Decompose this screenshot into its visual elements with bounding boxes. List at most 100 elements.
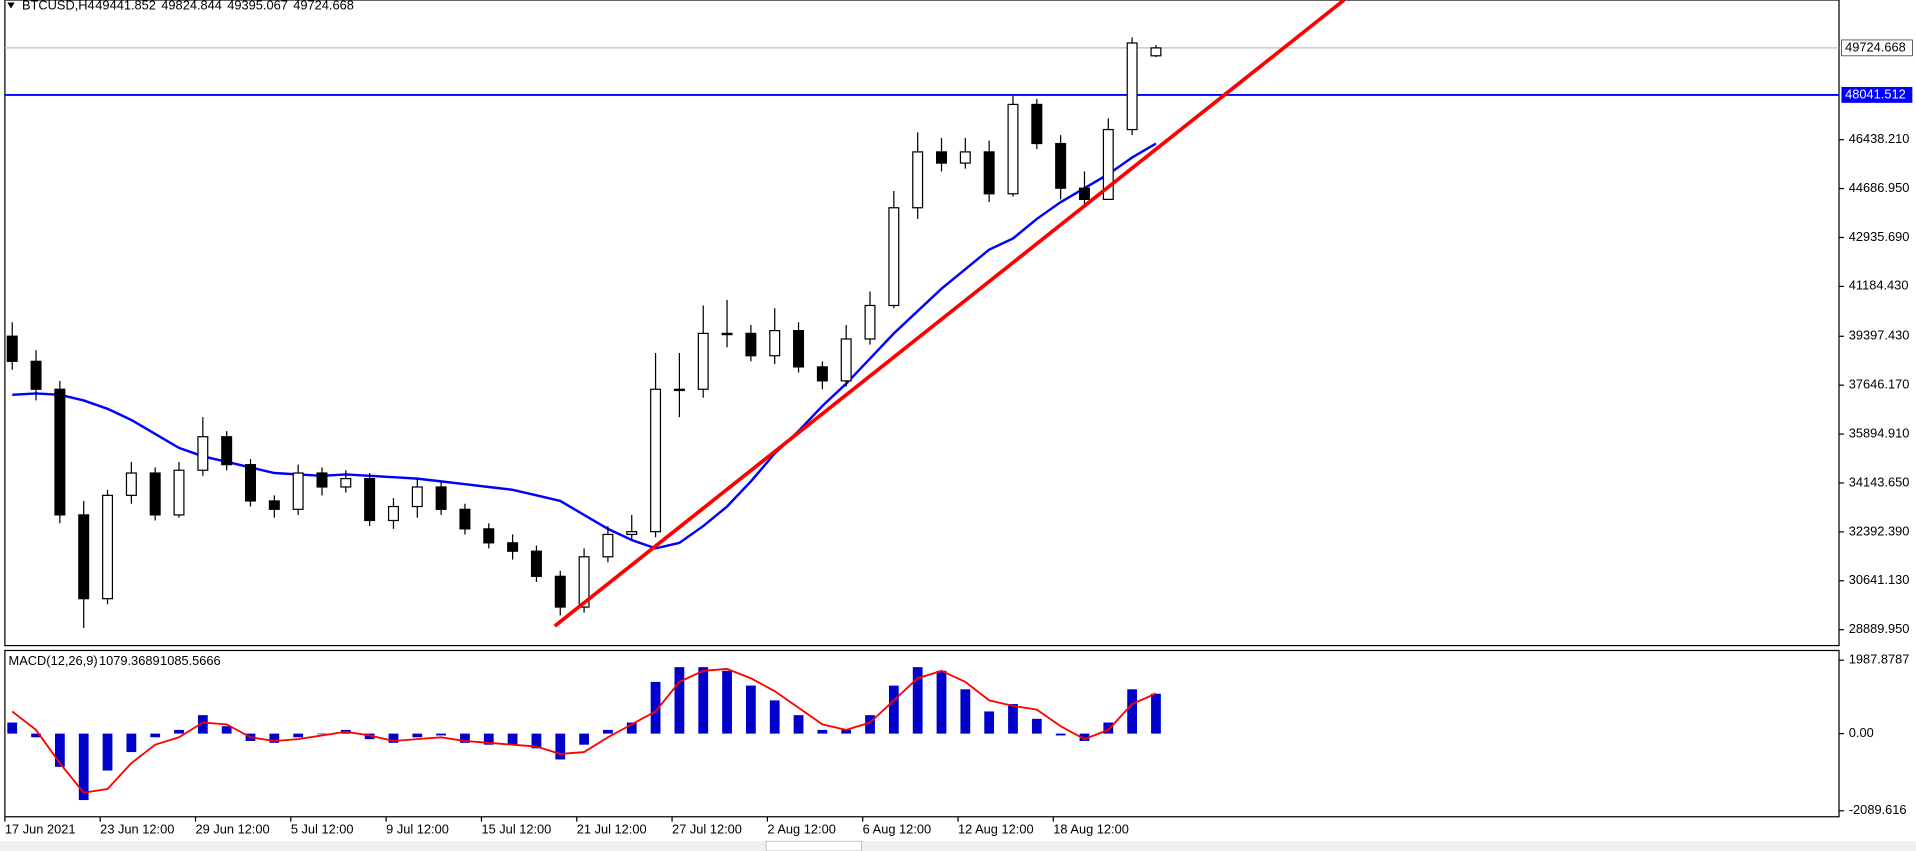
candle-body: [78, 514, 90, 600]
candle-body: [793, 330, 805, 368]
y-tick-label: 34143.650: [1849, 474, 1910, 489]
x-tick-label: 12 Aug 12:00: [958, 822, 1034, 837]
macd-bar: [1079, 733, 1090, 741]
scroll-tab[interactable]: [765, 840, 862, 851]
macd-bar: [722, 670, 732, 734]
y-tick-label: 37646.170: [1849, 377, 1910, 392]
y-tick-label: 1987.8787: [1849, 652, 1910, 667]
macd-bar: [1008, 704, 1018, 734]
candle-body: [54, 388, 66, 516]
y-tick-label: 0.00: [1849, 725, 1874, 740]
macd-bar: [293, 733, 304, 738]
macd-bar: [960, 689, 971, 734]
x-tick-label: 15 Jul 12:00: [481, 822, 551, 837]
candle-body: [173, 469, 185, 516]
x-tick-label: 17 Jun 2021: [5, 822, 76, 837]
macd-bar: [912, 667, 923, 734]
macd-signal-value: 1085.5666: [160, 653, 221, 668]
macd-bar: [603, 729, 613, 734]
symbol-title: BTCUSD,H4: [22, 0, 95, 13]
candle-body: [1078, 187, 1090, 200]
macd-bar: [984, 711, 995, 734]
macd-bar: [698, 667, 709, 734]
candle-body: [1031, 103, 1043, 145]
candle-body: [697, 332, 709, 390]
candle-body: [912, 151, 924, 209]
macd-bar: [936, 670, 947, 734]
candle-body: [1150, 47, 1162, 57]
macd-bar: [888, 685, 899, 734]
macd-bar: [745, 685, 756, 734]
x-tick-label: 23 Jun 12:00: [100, 822, 174, 837]
macd-bar: [317, 733, 327, 735]
candle-body: [316, 472, 328, 488]
candle-body: [578, 556, 590, 608]
macd-bar: [817, 729, 828, 734]
macd-bar: [1103, 722, 1114, 734]
trendline[interactable]: [553, 0, 1346, 628]
macd-bar: [126, 733, 137, 753]
macd-bar: [102, 733, 113, 771]
macd-bar: [483, 733, 494, 745]
candle-body: [1007, 103, 1019, 195]
x-tick-label: 6 Aug 12:00: [863, 822, 931, 837]
x-tick-label: 9 Jul 12:00: [386, 822, 449, 837]
signal-line: [11, 668, 1157, 794]
candle-body: [197, 436, 209, 471]
candle-body: [102, 494, 114, 600]
x-tick-label: 18 Aug 12:00: [1053, 822, 1129, 837]
candle-body: [673, 388, 685, 392]
ohlc-close: 49724.668: [293, 0, 354, 13]
ohlc-low: 49395.067: [227, 0, 288, 13]
candle-body: [554, 575, 566, 608]
candle-body: [1102, 128, 1114, 200]
macd-bar: [221, 726, 232, 734]
y-tick-label: 28889.950: [1849, 621, 1910, 636]
price-label: 49724.668: [1845, 39, 1906, 54]
y-tick-label: -2089.616: [1849, 802, 1907, 817]
macd-bar: [78, 733, 89, 801]
macd-bar: [579, 733, 589, 745]
macd-bar: [7, 722, 18, 734]
macd-bar: [197, 715, 208, 734]
macd-bar: [31, 733, 41, 738]
candle-body: [340, 477, 352, 488]
candle-body: [721, 332, 733, 336]
candle-body: [745, 332, 757, 357]
candle-body: [483, 528, 495, 544]
macd-bar: [460, 733, 470, 743]
candle-body: [602, 533, 614, 558]
candle-body: [650, 388, 662, 533]
candle-body: [1055, 142, 1067, 189]
x-tick-label: 5 Jul 12:00: [291, 822, 354, 837]
candle-body: [411, 486, 423, 508]
macd-bar: [769, 700, 780, 734]
candle-body: [221, 436, 233, 466]
candle-body: [936, 151, 948, 164]
macd-bar: [1031, 718, 1042, 734]
macd-title: MACD(12,26,9): [9, 653, 98, 668]
y-tick-label: 30641.130: [1849, 572, 1910, 587]
x-tick-label: 29 Jun 12:00: [196, 822, 270, 837]
main-panel: [4, 0, 1840, 647]
candle-body: [6, 335, 18, 362]
candle-body: [769, 330, 781, 357]
macd-bar: [507, 733, 518, 745]
macd-bar: [865, 715, 875, 734]
macd-bar: [412, 733, 423, 738]
y-tick-label: 39397.430: [1849, 328, 1910, 343]
x-tick-label: 21 Jul 12:00: [577, 822, 647, 837]
ohlc-open: 49441.852: [95, 0, 156, 13]
menu-arrow[interactable]: [7, 2, 15, 9]
candle-body: [507, 542, 519, 552]
candle-body: [364, 477, 376, 522]
macd-bar: [54, 733, 65, 767]
candle-body: [268, 500, 280, 510]
y-tick-label: 46438.210: [1849, 131, 1910, 146]
x-tick-label: 27 Jul 12:00: [672, 822, 742, 837]
price-label-box: [1841, 39, 1913, 57]
candle-body: [888, 207, 900, 307]
candle-body: [840, 338, 852, 382]
